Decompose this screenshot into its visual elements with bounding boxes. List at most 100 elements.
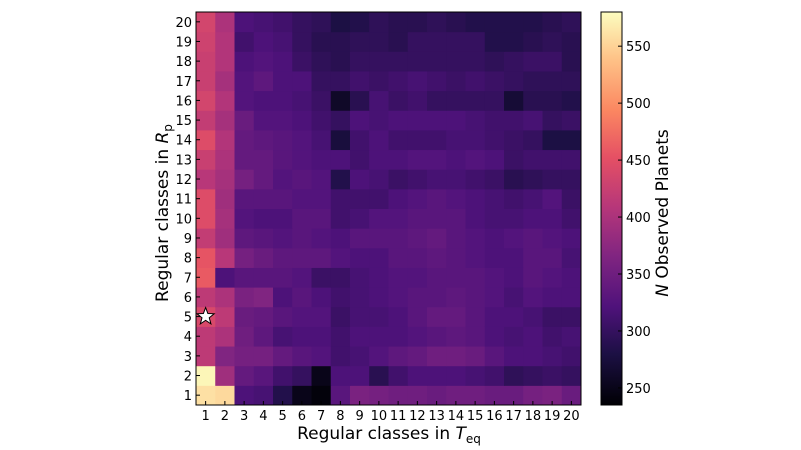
- heatmap-cell: [196, 267, 216, 288]
- heatmap-cell: [484, 267, 505, 288]
- heatmap-cell: [504, 247, 524, 268]
- heatmap-cell: [561, 228, 582, 249]
- heatmap-cell: [350, 110, 370, 131]
- heatmap-cell: [407, 110, 428, 131]
- heatmap-cell: [542, 169, 563, 190]
- y-axis-label: Regular classes in Rp: [153, 124, 175, 302]
- heatmap-cell: [253, 365, 274, 386]
- heatmap-cell: [465, 110, 486, 131]
- heatmap-cell: [196, 110, 216, 131]
- heatmap-cell: [504, 228, 524, 249]
- heatmap-cell: [234, 287, 255, 308]
- heatmap-cell: [330, 267, 351, 288]
- heatmap-cell: [523, 90, 543, 111]
- heatmap-cell: [504, 12, 524, 33]
- heatmap-cell: [523, 306, 543, 327]
- heatmap-cell: [484, 129, 505, 151]
- heatmap-cell: [292, 247, 312, 268]
- x-tick-label: 12: [409, 409, 426, 424]
- heatmap-cell: [523, 247, 543, 268]
- heatmap-cell: [369, 385, 389, 406]
- y-tick-label: 20: [175, 16, 192, 31]
- heatmap-cell: [407, 306, 428, 327]
- heatmap-cell: [446, 12, 466, 33]
- y-tick-label: 4: [184, 330, 192, 345]
- colorbar-tick-label: 350: [626, 268, 651, 283]
- heatmap-cell: [465, 149, 486, 170]
- x-tick-label: 8: [336, 409, 344, 424]
- heatmap-cell: [196, 287, 216, 308]
- y-tick-label: 10: [175, 212, 192, 227]
- heatmap-cell: [388, 365, 409, 386]
- heatmap-cell: [484, 188, 505, 209]
- heatmap-cell: [427, 169, 447, 190]
- heatmap-cell: [330, 188, 351, 209]
- heatmap-cell: [446, 188, 466, 209]
- heatmap-cell: [446, 228, 466, 249]
- heatmap-cell: [292, 188, 312, 209]
- heatmap-cell: [561, 208, 582, 229]
- heatmap-cell: [196, 12, 216, 33]
- heatmap-cell: [215, 129, 235, 151]
- heatmap-cell: [215, 247, 235, 268]
- heatmap-cell: [388, 70, 409, 92]
- heatmap-cell: [542, 51, 563, 72]
- heatmap-cell: [273, 267, 293, 288]
- heatmap-cell: [215, 12, 235, 33]
- heatmap-cell: [465, 365, 486, 386]
- heatmap-cell: [330, 51, 351, 72]
- heatmap-cell: [215, 51, 235, 72]
- heatmap-cell: [273, 169, 293, 190]
- heatmap-cell: [484, 70, 505, 92]
- heatmap-cell: [311, 31, 332, 52]
- x-tick-label: 4: [259, 409, 267, 424]
- heatmap-cell: [369, 129, 389, 151]
- heatmap-cell: [446, 306, 466, 327]
- heatmap-cell: [196, 129, 216, 151]
- heatmap-cell: [292, 267, 312, 288]
- heatmap-cell: [504, 346, 524, 367]
- heatmap-cell: [388, 326, 409, 347]
- heatmap-cell: [446, 51, 466, 72]
- heatmap-cell: [465, 247, 486, 268]
- heatmap-cell: [523, 129, 543, 151]
- heatmap-cell: [407, 149, 428, 170]
- heatmap-cell: [253, 228, 274, 249]
- heatmap-cell: [311, 267, 332, 288]
- y-tick-label: 8: [184, 252, 192, 267]
- x-tick-label: 10: [371, 409, 388, 424]
- heatmap-cell: [542, 228, 563, 249]
- heatmap-cell: [273, 51, 293, 72]
- heatmap-cell: [273, 129, 293, 151]
- heatmap-cell: [446, 326, 466, 347]
- heatmap-cell: [215, 267, 235, 288]
- heatmap-cells: [196, 12, 582, 406]
- heatmap-cell: [215, 326, 235, 347]
- x-tick-label: 7: [317, 409, 325, 424]
- y-tick-label: 1: [184, 389, 192, 404]
- heatmap-cell: [504, 90, 524, 111]
- heatmap-cell: [311, 149, 332, 170]
- heatmap-cell: [292, 129, 312, 151]
- heatmap-cell: [253, 12, 274, 33]
- heatmap-cell: [484, 149, 505, 170]
- heatmap-cell: [446, 346, 466, 367]
- heatmap-cell: [446, 149, 466, 170]
- heatmap-cell: [234, 31, 255, 52]
- heatmap-cell: [484, 306, 505, 327]
- heatmap-cell: [542, 12, 563, 33]
- heatmap-cell: [388, 188, 409, 209]
- heatmap-cell: [330, 326, 351, 347]
- heatmap-cell: [196, 31, 216, 52]
- heatmap-cell: [407, 208, 428, 229]
- heatmap-cell: [350, 31, 370, 52]
- heatmap-cell: [196, 51, 216, 72]
- heatmap-cell: [561, 90, 582, 111]
- heatmap-cell: [350, 51, 370, 72]
- heatmap-cell: [427, 365, 447, 386]
- heatmap-cell: [504, 31, 524, 52]
- heatmap-cell: [311, 228, 332, 249]
- heatmap-cell: [292, 385, 312, 406]
- heatmap-cell: [427, 326, 447, 347]
- heatmap-cell: [465, 228, 486, 249]
